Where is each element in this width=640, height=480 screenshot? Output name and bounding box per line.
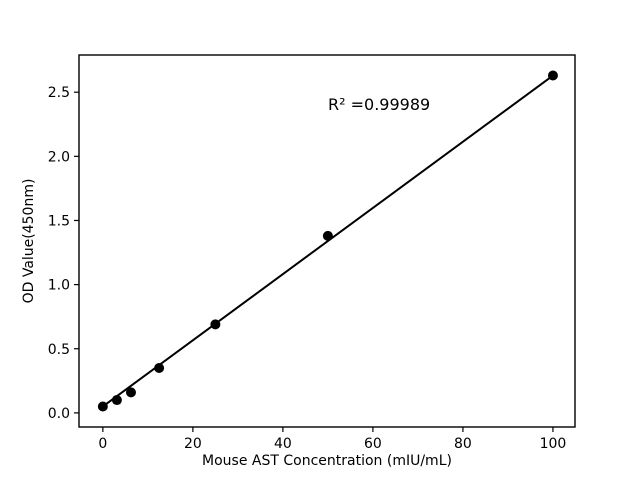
y-tick-label: 0.0 bbox=[48, 406, 70, 422]
data-point bbox=[125, 387, 136, 398]
y-tick-label: 2.0 bbox=[48, 149, 70, 165]
x-tick-label: 40 bbox=[274, 436, 292, 452]
x-tick-label: 0 bbox=[98, 436, 107, 452]
r-squared-annotation: R² =0.99989 bbox=[328, 95, 430, 114]
fit-line bbox=[102, 74, 554, 408]
y-tick-label: 0.5 bbox=[48, 342, 70, 358]
y-tick-label: 2.5 bbox=[48, 85, 70, 101]
x-axis-label: Mouse AST Concentration (mIU/mL) bbox=[202, 453, 452, 469]
x-tick-label: 20 bbox=[184, 436, 202, 452]
y-axis-label: OD Value(450nm) bbox=[21, 179, 37, 304]
y-tick-label: 1.5 bbox=[48, 213, 70, 229]
data-point bbox=[154, 362, 165, 373]
x-tick-label: 80 bbox=[454, 436, 472, 452]
y-tick-label: 1.0 bbox=[48, 278, 70, 294]
plot-frame bbox=[78, 54, 576, 428]
x-tick-label: 100 bbox=[540, 436, 567, 452]
x-tick-label: 60 bbox=[364, 436, 382, 452]
